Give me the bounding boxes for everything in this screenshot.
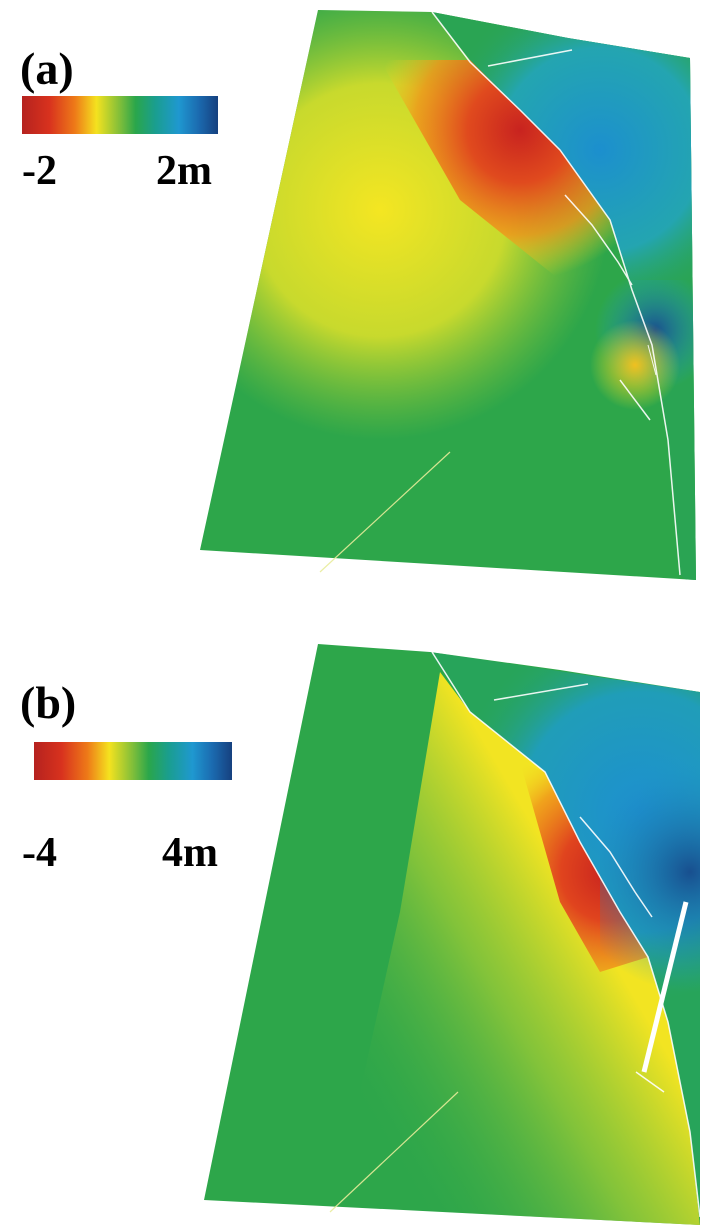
fault-trace-main-b	[431, 651, 701, 1218]
colorbar-max-label-b: 4m	[162, 830, 218, 876]
displacement-map-b	[204, 644, 701, 1225]
panel-label-b: (b)	[20, 677, 77, 728]
fault-trace-segment-a	[564, 194, 633, 286]
fault-rupture-bar-b	[641, 901, 689, 1073]
displacement-map-a	[200, 10, 696, 580]
colorbar-b	[34, 742, 232, 780]
panel-label-a: (a)	[20, 43, 74, 94]
fault-trace-main-a	[431, 11, 681, 576]
fault-trace-north-a	[487, 49, 573, 67]
fault-trace-north-b	[493, 683, 589, 701]
colorbar-a	[22, 96, 218, 134]
fault-trace-southwest-b	[329, 1091, 459, 1213]
colorbar-min-label-a: -2	[22, 148, 57, 194]
panel-a: (a) -2 2m	[0, 0, 702, 600]
fault-trace-segment-b	[579, 816, 653, 918]
fault-trace-southwest-a	[319, 451, 451, 573]
colorbar-min-label-b: -4	[22, 830, 57, 876]
fault-trace-splay-b	[635, 1071, 665, 1093]
panel-b: (b) -4 4m	[0, 612, 702, 1225]
colorbar-max-label-a: 2m	[156, 148, 212, 194]
fault-trace-splay-a	[619, 379, 651, 421]
